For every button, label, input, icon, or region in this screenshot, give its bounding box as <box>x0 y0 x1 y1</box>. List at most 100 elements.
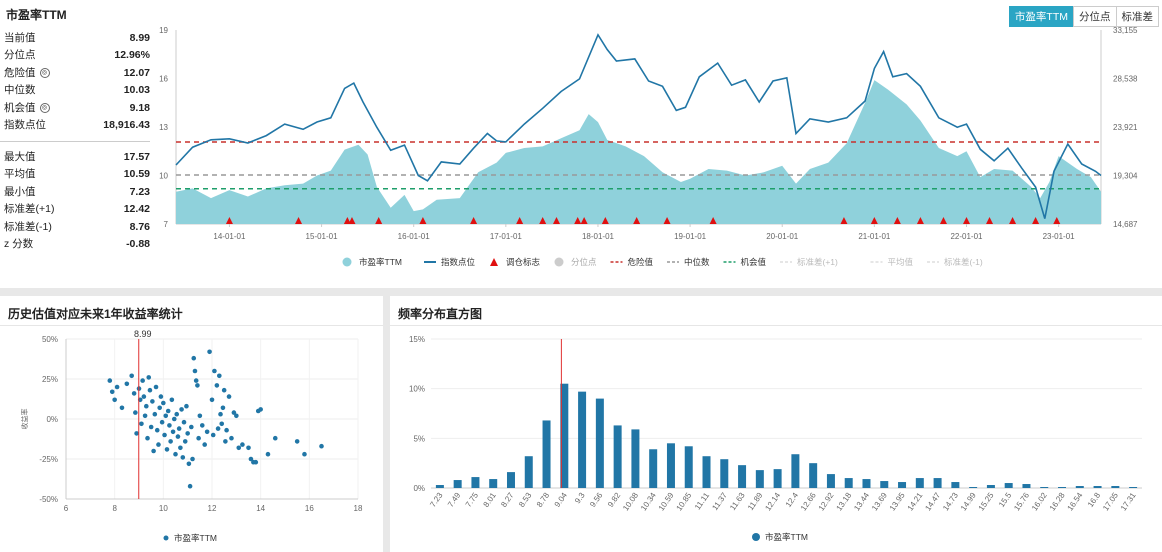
stat-label: 当前值 <box>4 30 36 47</box>
stat-row: 标准差(+1) 12.42 <box>4 201 150 218</box>
stat-label-text: 中位数 <box>4 84 36 97</box>
scatter-point <box>231 410 237 415</box>
scatter-point <box>178 445 183 451</box>
x-tick-label: 14 <box>256 504 265 513</box>
stat-label: 最小值 <box>4 184 36 201</box>
histogram-bar <box>915 478 924 488</box>
x-tick-label: 15-01-01 <box>306 232 339 241</box>
rebalance-marker <box>343 217 351 224</box>
x-tick-label: 6 <box>64 504 69 513</box>
legend-item: 分位点 <box>554 257 597 267</box>
scatter-point <box>164 447 170 452</box>
scatter-point <box>175 434 181 439</box>
x-tick-label: 14.21 <box>906 491 925 513</box>
histogram-bar <box>560 383 569 488</box>
legend-label: 调仓标志 <box>506 257 541 267</box>
legend-item: 机会值 <box>723 257 767 267</box>
scatter-point <box>144 403 149 409</box>
stat-row: 最大值 17.57 <box>4 149 150 166</box>
legend-label: 机会值 <box>741 257 767 267</box>
scatter-point <box>204 429 210 435</box>
stats-divider <box>0 141 150 142</box>
x-tick-label: 9.82 <box>606 491 623 509</box>
scatter-point <box>179 407 184 412</box>
scatter-point <box>171 416 177 422</box>
legend-label: 标准差(-1) <box>944 257 983 267</box>
x-tick-label: 14-01-01 <box>213 232 246 241</box>
scatter-point <box>218 411 223 417</box>
x-tick-label: 8 <box>112 504 117 513</box>
stat-label-text: 最小值 <box>4 185 36 198</box>
scatter-point <box>157 405 162 411</box>
tab-pe-ttm[interactable]: 市盈率TTM <box>1008 6 1074 27</box>
stat-value: 12.96% <box>114 49 150 62</box>
x-tick-label: 15.25 <box>977 491 996 513</box>
rebalance-marker <box>962 217 970 224</box>
scatter-point <box>248 456 254 462</box>
x-tick-label: 11.63 <box>728 491 747 513</box>
index-line <box>175 33 1102 219</box>
x-tick-label: 23-01-01 <box>1043 232 1076 241</box>
scatter-point <box>134 431 139 436</box>
histogram-bar <box>453 480 462 488</box>
x-tick-label: 22-01-01 <box>950 232 983 241</box>
histogram-bar <box>542 420 551 488</box>
x-tick-label: 10 <box>159 504 168 513</box>
legend-triangle <box>490 258 498 266</box>
stat-value: 18,916.43 <box>103 118 150 131</box>
y-tick-label: 15% <box>409 335 425 344</box>
scatter-point <box>182 439 188 444</box>
legend-item: 中位数 <box>667 257 710 267</box>
legend-item: 平均值 <box>870 257 914 267</box>
eye-icon[interactable]: ◎ <box>39 68 50 78</box>
x-tick-label: 8.78 <box>535 491 552 509</box>
current-value-label: 8.99 <box>134 329 152 339</box>
scatter-point <box>189 424 194 430</box>
rebalance-marker <box>709 217 717 224</box>
tab-percentile[interactable]: 分位点 <box>1073 6 1117 27</box>
x-tick-label: 10.34 <box>639 491 658 513</box>
y-tick-label: 5% <box>413 434 425 443</box>
stat-value: 10.03 <box>123 84 150 97</box>
x-tick-label: 9.56 <box>588 491 605 509</box>
histogram-bar <box>1022 484 1031 488</box>
legend-label: 标准差(+1) <box>797 257 838 267</box>
stat-row: 标准差(-1) 8.76 <box>4 219 150 236</box>
histogram-bar <box>1075 486 1084 488</box>
x-tick-label: 17.05 <box>1101 491 1120 513</box>
stat-row: 当前值 8.99 <box>4 30 150 47</box>
x-tick-label: 12.92 <box>817 491 836 513</box>
rebalance-marker <box>633 217 641 224</box>
tab-std-dev[interactable]: 标准差 <box>1115 6 1159 27</box>
x-tick-label: 14.47 <box>923 491 942 513</box>
legend-item: 标准差(-1) <box>927 257 983 267</box>
scatter-point <box>140 378 145 383</box>
x-tick-label: 14.73 <box>941 491 960 513</box>
scatter-point <box>186 461 192 467</box>
stat-value: 10.59 <box>123 168 150 181</box>
legend-dot <box>163 535 169 541</box>
legend-dot <box>342 257 352 267</box>
scatter-point <box>170 429 176 435</box>
scatter-point <box>119 405 125 411</box>
scatter-point <box>129 373 134 379</box>
histogram-bar <box>631 429 640 488</box>
rebalance-marker <box>419 217 427 224</box>
x-tick-label: 11.37 <box>710 491 729 513</box>
scatter-point <box>150 399 155 404</box>
x-tick-label: 12.14 <box>763 491 782 513</box>
scatter-point <box>234 413 239 419</box>
stat-label-text: 分位点 <box>4 49 36 62</box>
stat-label-text: 平均值 <box>4 168 36 181</box>
y-tick-label: 19 <box>159 26 168 35</box>
stat-row: 平均值 10.59 <box>4 166 150 183</box>
rebalance-marker <box>225 217 233 224</box>
scatter-point <box>210 432 216 438</box>
eye-icon[interactable]: ◎ <box>39 102 50 113</box>
scatter-point <box>180 455 186 460</box>
histogram-bar <box>613 425 622 488</box>
stat-value: 7.23 <box>129 185 150 198</box>
histogram-bar <box>791 454 800 488</box>
legend-label: 平均值 <box>888 257 914 267</box>
legend-label: 市盈率TTM <box>359 257 402 267</box>
